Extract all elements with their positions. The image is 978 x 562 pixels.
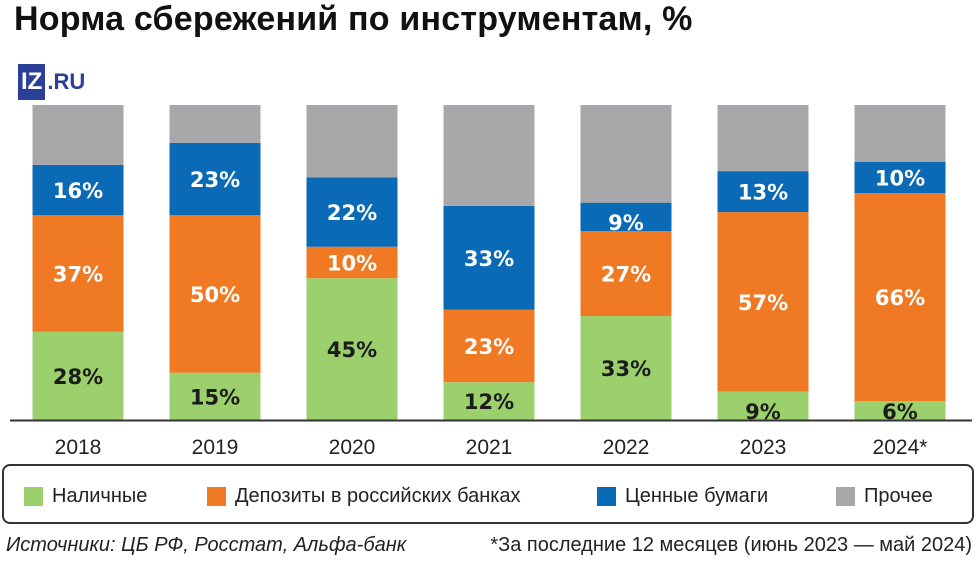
legend-label-cash: Наличные	[52, 485, 148, 507]
chart-title: Норма сбережений по инструментам, %	[14, 0, 693, 38]
bar-deposits-2022	[580, 231, 672, 317]
bar-other-2020	[306, 105, 398, 178]
legend-item-cash: Наличные	[24, 485, 147, 508]
bar-cash-2020	[306, 278, 398, 420]
bar-deposits-2019	[169, 215, 261, 373]
legend-label-other: Прочее	[864, 485, 933, 507]
bar-securities-2019	[169, 142, 261, 216]
data-label-deposits-2024: 66%	[875, 286, 925, 310]
bar-deposits-2023	[717, 212, 809, 392]
x-tick-label-2023: 2023	[740, 436, 787, 459]
bar-deposits-2020	[306, 246, 398, 279]
legend-label-deposits: Депозиты в российских банках	[235, 485, 521, 507]
bar-cash-2023	[717, 391, 809, 420]
data-label-cash-2021: 12%	[464, 390, 514, 414]
legend-item-securities: Ценные бумаги	[597, 485, 768, 508]
bar-securities-2023	[717, 171, 809, 213]
bar-securities-2021	[443, 205, 535, 310]
logo-text: .RU	[47, 69, 86, 94]
data-label-deposits-2020: 10%	[327, 252, 377, 276]
x-tick-label-2020: 2020	[329, 436, 376, 459]
legend-swatch-cash	[24, 487, 43, 506]
chart-legend: Наличные Депозиты в российских банках Це…	[2, 464, 974, 524]
data-label-cash-2018: 28%	[53, 365, 103, 389]
legend-item-other: Прочее	[836, 485, 933, 508]
legend-item-deposits: Депозиты в российских банках	[207, 485, 521, 508]
bar-cash-2022	[580, 316, 672, 420]
data-label-securities-2020: 22%	[327, 201, 377, 225]
data-label-deposits-2021: 23%	[464, 335, 514, 359]
data-label-securities-2022: 9%	[608, 211, 644, 235]
period-footnote: *За последние 12 месяцев (июнь 2023 — ма…	[490, 534, 972, 556]
data-label-cash-2020: 45%	[327, 338, 377, 362]
x-tick-label-2024: 2024*	[873, 436, 928, 459]
bar-securities-2022	[580, 202, 672, 231]
bar-cash-2019	[169, 372, 261, 420]
bar-cash-2018	[32, 331, 124, 420]
data-label-cash-2019: 15%	[190, 385, 240, 409]
bar-deposits-2021	[443, 309, 535, 383]
data-label-securities-2019: 23%	[190, 168, 240, 192]
bar-other-2021	[443, 105, 535, 206]
bar-other-2023	[717, 105, 809, 172]
data-label-cash-2022: 33%	[601, 357, 651, 381]
data-label-deposits-2023: 57%	[738, 291, 788, 315]
bar-cash-2021	[443, 382, 535, 420]
x-tick-label-2021: 2021	[466, 436, 513, 459]
bar-deposits-2024	[854, 193, 946, 402]
x-tick-label-2018: 2018	[55, 436, 102, 459]
legend-swatch-securities	[597, 487, 616, 506]
data-label-deposits-2019: 50%	[190, 283, 240, 307]
bar-cash-2024	[854, 401, 946, 420]
data-label-securities-2024: 10%	[875, 166, 925, 190]
bar-deposits-2018	[32, 215, 124, 332]
logo-mark: IZ	[18, 64, 46, 100]
legend-swatch-other	[836, 487, 855, 506]
bar-other-2024	[854, 105, 946, 162]
legend-label-securities: Ценные бумаги	[625, 485, 769, 507]
bar-other-2018	[32, 105, 124, 165]
data-label-deposits-2022: 27%	[601, 263, 651, 287]
x-tick-label-2019: 2019	[192, 436, 239, 459]
bar-other-2022	[580, 105, 672, 203]
bar-securities-2024	[854, 161, 946, 194]
iz-logo: IZ .RU	[18, 64, 85, 100]
bar-securities-2018	[32, 164, 124, 216]
data-label-securities-2018: 16%	[53, 179, 103, 203]
bar-other-2019	[169, 105, 261, 143]
x-tick-label-2022: 2022	[603, 436, 650, 459]
sources-note: Источники: ЦБ РФ, Росстат, Альфа-банк	[6, 534, 407, 556]
data-label-deposits-2018: 37%	[53, 263, 103, 287]
legend-swatch-deposits	[207, 487, 226, 506]
data-label-securities-2021: 33%	[464, 247, 514, 271]
data-label-securities-2023: 13%	[738, 181, 788, 205]
stacked-bar-chart: 28% 37% 16% 2018 15% 50% 23% 2019 45% 10% 22% 2020 1…	[10, 105, 972, 459]
bar-securities-2020	[306, 177, 398, 247]
